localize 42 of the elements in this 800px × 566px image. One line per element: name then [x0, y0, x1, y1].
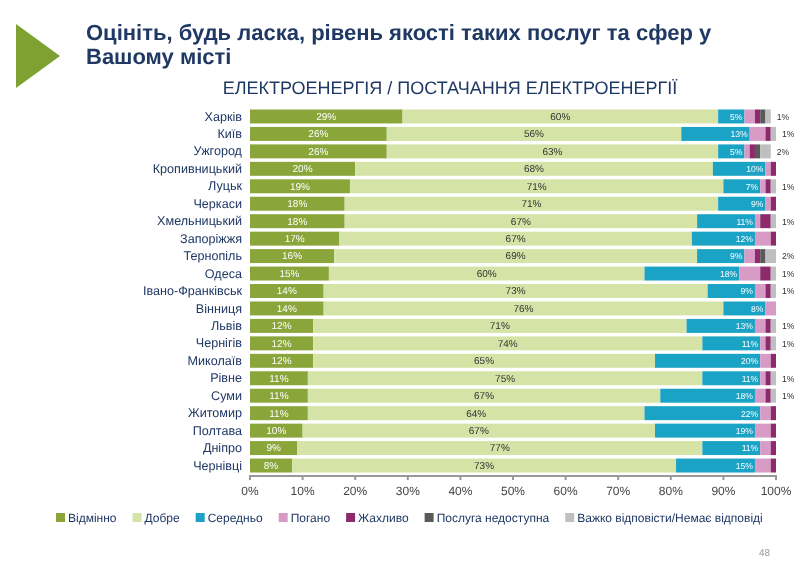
bar	[754, 458, 771, 473]
bar	[770, 353, 776, 368]
bar	[754, 109, 761, 124]
bar	[770, 214, 776, 229]
bar	[292, 458, 677, 473]
bar	[765, 196, 771, 211]
bar	[760, 179, 766, 194]
bar	[754, 144, 761, 159]
bar	[760, 214, 771, 229]
bar	[765, 161, 771, 176]
bar	[765, 109, 771, 124]
bar	[250, 109, 403, 124]
bar	[770, 231, 776, 246]
bar	[749, 126, 766, 141]
bar	[676, 458, 755, 473]
bar	[765, 388, 771, 403]
bar	[770, 196, 776, 211]
bar	[765, 301, 776, 316]
chart-title: Оцініть, будь ласка, рівень якості таких послуг та сфер у Вашому місті	[86, 22, 713, 70]
bar	[754, 214, 761, 229]
bar	[770, 161, 776, 176]
bar	[770, 458, 776, 473]
bar	[760, 109, 766, 124]
bar	[760, 249, 766, 264]
bar	[749, 144, 755, 159]
bar	[765, 179, 771, 194]
bar	[402, 109, 719, 124]
bar	[744, 249, 755, 264]
chart-subtitle: ЕЛЕКТРОЕНЕРГІЯ / ПОСТАЧАННЯ ЕЛЕКТРОЕНЕРГІЇ	[222, 78, 679, 98]
bar	[765, 371, 771, 386]
bar	[770, 371, 776, 386]
bar	[754, 249, 761, 264]
bar	[754, 231, 771, 246]
bar	[760, 144, 771, 159]
bar	[765, 249, 776, 264]
bar	[770, 406, 776, 421]
bar	[770, 388, 776, 403]
bar	[765, 126, 771, 141]
bar	[744, 144, 750, 159]
bar	[744, 109, 755, 124]
bar	[770, 179, 776, 194]
bar	[770, 126, 776, 141]
